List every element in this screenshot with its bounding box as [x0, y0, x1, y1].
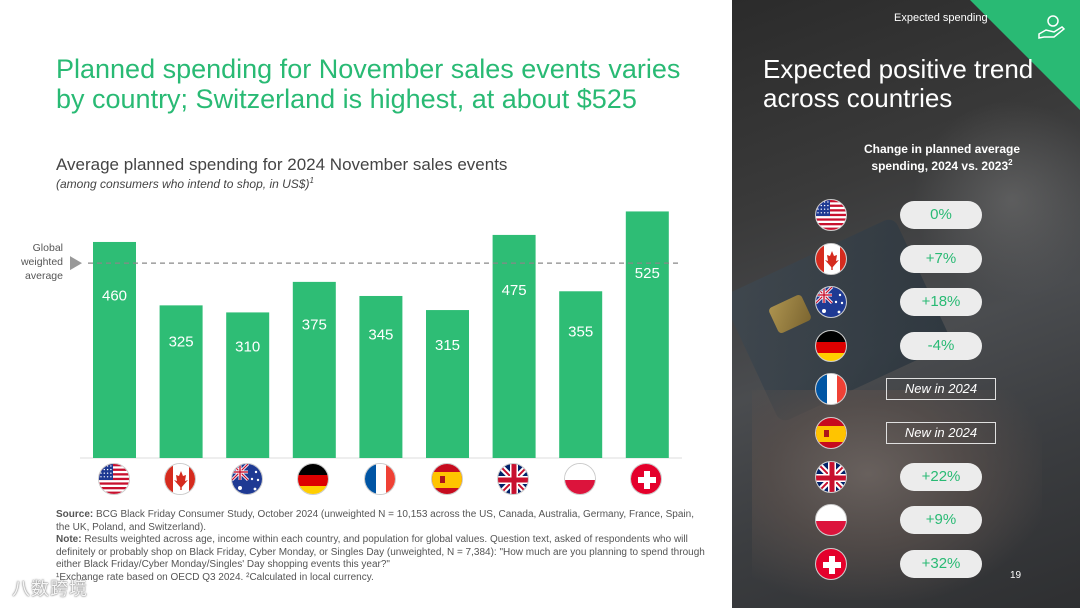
bar-label-france: 345 [368, 327, 393, 344]
flag-australia-icon [230, 463, 263, 495]
panel-flag-australia-icon [815, 286, 847, 319]
flag-canada-icon [164, 463, 197, 495]
bar-switzerland [625, 211, 669, 458]
bar-france [359, 295, 403, 458]
bar-canada [159, 305, 203, 458]
chart-subtitle: (among consumers who intend to shop, in … [56, 176, 314, 191]
bar-label-canada: 325 [169, 334, 194, 351]
bar-label-germany: 375 [302, 316, 327, 333]
change-value-us: 0% [900, 201, 982, 229]
bar-label-switzerland: 525 [635, 265, 660, 282]
panel-flag-germany-icon [815, 329, 847, 362]
flag-spain-icon [430, 463, 463, 495]
change-header: Change in planned average spending, 2024… [863, 142, 1021, 173]
bar-uk [492, 234, 536, 458]
panel-flag-canada-icon [815, 242, 847, 275]
section-tag: Expected spending [894, 12, 988, 24]
change-value-poland: +9% [900, 506, 982, 535]
panel-flag-switzerland-icon [815, 547, 847, 580]
flag-switzerland-icon [630, 463, 663, 495]
panel-flag-poland-icon [815, 504, 847, 537]
bar-label-spain: 315 [435, 337, 460, 354]
panel-flag-france-icon [815, 373, 847, 406]
change-value-france: New in 2024 [886, 378, 996, 401]
panel-flag-spain-icon [815, 417, 847, 449]
bar-label-us: 460 [102, 287, 127, 304]
flag-poland-icon [563, 463, 596, 495]
bar-germany [292, 281, 336, 458]
bar-australia [226, 312, 270, 458]
bar-label-uk: 475 [502, 282, 527, 299]
global-average-marker [70, 256, 82, 271]
bar-chart: 460 325 310 375 345 315 475 355 525 Global weighte… [20, 211, 682, 495]
change-value-uk: +22% [900, 462, 982, 491]
bar-spain [426, 310, 469, 458]
panel-flag-us-icon [815, 199, 847, 231]
change-value-switzerland: +32% [900, 549, 982, 578]
flag-uk-icon [497, 463, 530, 495]
page-number: 19 [1010, 570, 1022, 581]
page-title: Planned spending for November sales even… [56, 54, 681, 114]
change-value-germany: -4% [900, 331, 982, 360]
panel-title: Expected positive trend across countries [763, 54, 1034, 113]
watermark: 八数跨境 [12, 579, 88, 599]
bar-poland [559, 291, 603, 458]
flag-france-icon [363, 463, 396, 495]
change-value-australia: +18% [900, 288, 982, 317]
flag-us-icon [97, 463, 130, 495]
hand-money-icon [1038, 15, 1066, 39]
bar-us [93, 241, 136, 458]
bar-label-australia: 310 [235, 339, 260, 356]
bar-label-poland: 355 [568, 323, 593, 340]
global-average-label: Global weighted average [20, 242, 63, 282]
chart-title: Average planned spending for 2024 Novemb… [56, 155, 508, 174]
change-value-spain: New in 2024 [886, 422, 996, 444]
panel-flag-uk-icon [815, 460, 847, 493]
change-value-canada: +7% [900, 244, 982, 273]
footnote: Source: BCG Black Friday Consumer Study,… [56, 509, 705, 583]
flag-germany-icon [297, 463, 330, 495]
corner-tab [970, 0, 1080, 110]
